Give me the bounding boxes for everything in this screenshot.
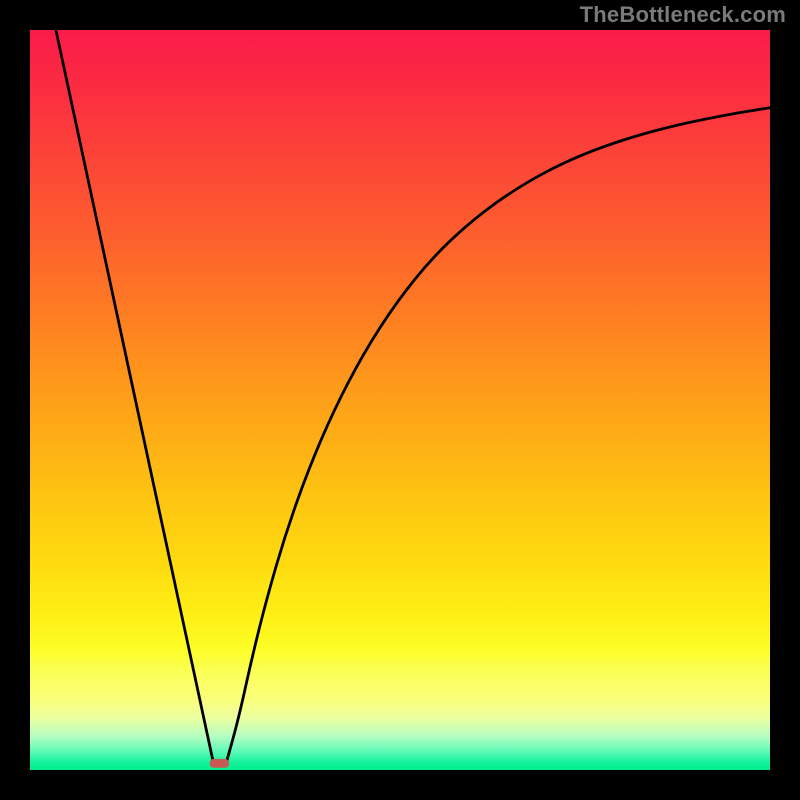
- chart-frame: TheBottleneck.com: [0, 0, 800, 800]
- gradient-background: [30, 30, 770, 770]
- watermark-text: TheBottleneck.com: [580, 2, 786, 28]
- plot-svg: [30, 30, 770, 770]
- optimum-marker: [210, 759, 229, 768]
- plot-area: [30, 30, 770, 770]
